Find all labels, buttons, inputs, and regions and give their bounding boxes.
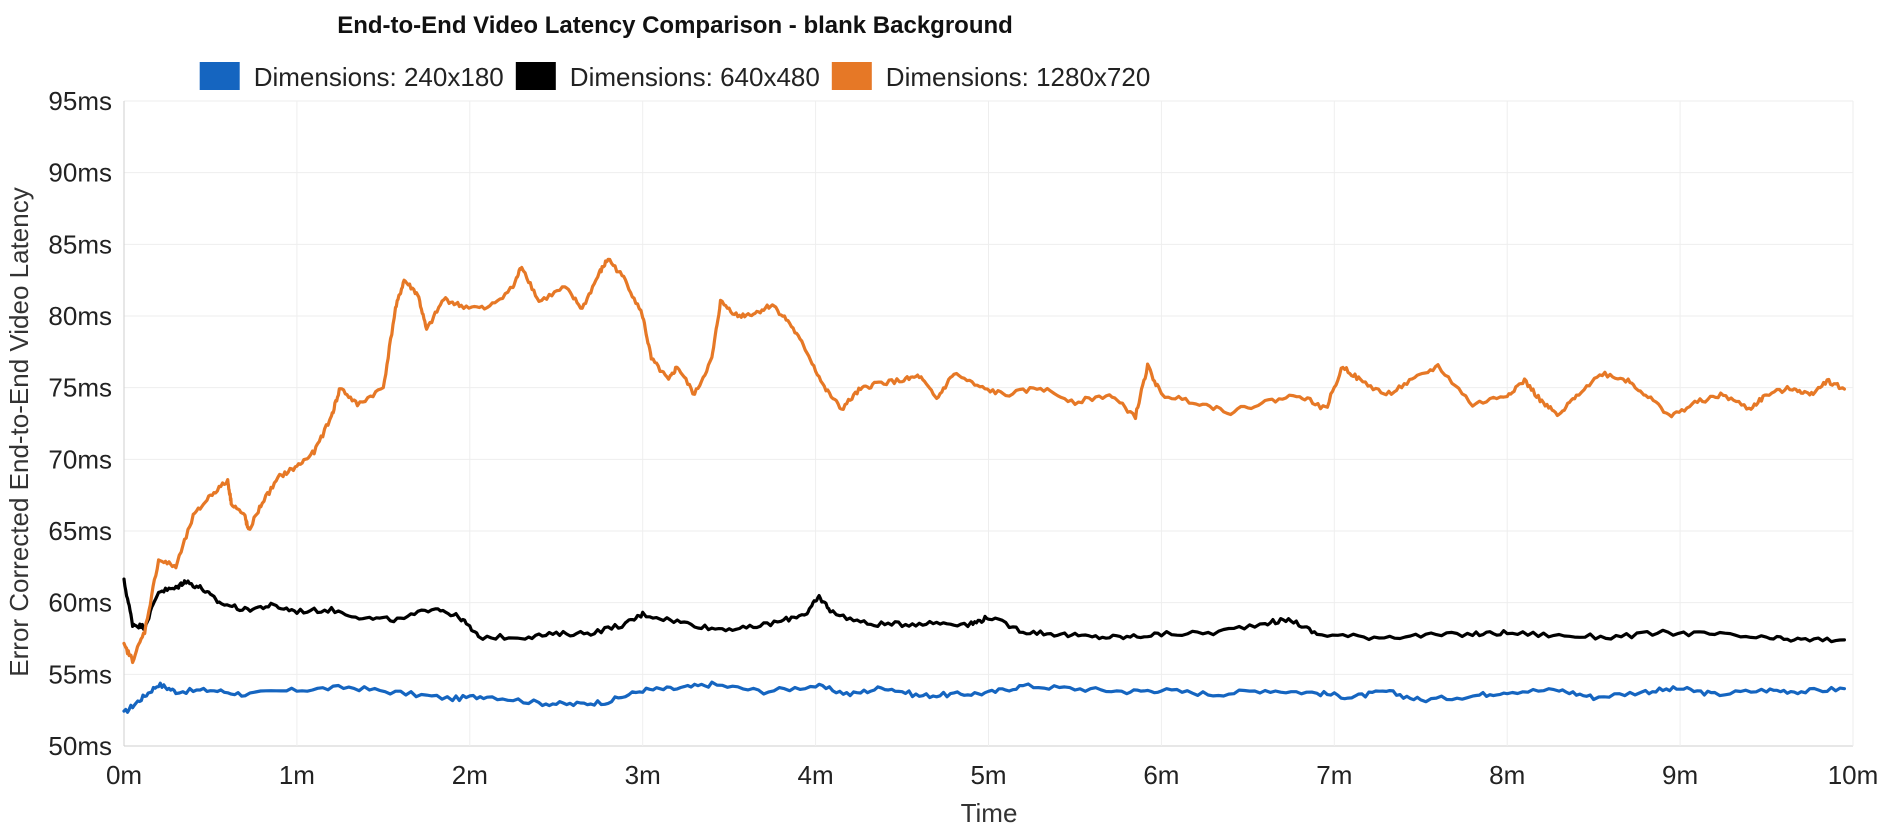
legend-label: Dimensions: 640x480 [570, 62, 820, 92]
legend-item-1[interactable]: Dimensions: 240x180 [199, 62, 504, 92]
x-tick-label: 3m [625, 760, 661, 790]
x-tick-label: 5m [970, 760, 1006, 790]
grid [123, 100, 1854, 747]
x-tick-label: 4m [798, 760, 834, 790]
x-tick-label: 0m [106, 760, 142, 790]
y-tick-label: 55ms [48, 659, 112, 689]
y-axis-title: Error Corrected End-to-End Video Latency [4, 187, 34, 676]
x-axis-ticks: 0m 1m 2m 3m 4m 5m 6m 7m 8m 9m 10m [106, 760, 1878, 790]
y-tick-label: 90ms [48, 158, 112, 188]
y-tick-label: 85ms [48, 229, 112, 259]
legend-label: Dimensions: 240x180 [254, 62, 504, 92]
legend-label: Dimensions: 1280x720 [886, 62, 1151, 92]
legend-swatch [831, 62, 872, 90]
x-tick-label: 7m [1316, 760, 1352, 790]
series-line-3 [122, 257, 1847, 665]
y-tick-label: 80ms [48, 301, 112, 331]
y-tick-label: 70ms [48, 444, 112, 474]
series-line-2 [122, 577, 1847, 644]
series-group [122, 257, 1847, 714]
legend-item-3[interactable]: Dimensions: 1280x720 [831, 62, 1151, 92]
y-tick-label: 60ms [48, 588, 112, 618]
chart-title: End-to-End Video Latency Comparison - bl… [337, 12, 1013, 39]
y-tick-label: 65ms [48, 516, 112, 546]
y-tick-label: 75ms [48, 373, 112, 403]
x-tick-label: 2m [452, 760, 488, 790]
x-tick-label: 9m [1662, 760, 1698, 790]
y-tick-label: 50ms [48, 731, 112, 761]
y-tick-label: 95ms [48, 86, 112, 116]
legend-item-2[interactable]: Dimensions: 640x480 [515, 62, 820, 92]
x-tick-label: 1m [279, 760, 315, 790]
legend-swatch [515, 62, 556, 90]
x-axis-title: Time [961, 798, 1018, 828]
series-line-1 [122, 680, 1847, 714]
x-tick-label: 10m [1828, 760, 1879, 790]
legend: Dimensions: 240x180 Dimensions: 640x480 Di… [199, 62, 1151, 92]
x-tick-label: 6m [1143, 760, 1179, 790]
y-axis-ticks: 50ms 55ms 60ms 65ms 70ms 75ms 80ms 85ms 90ms 95ms [48, 86, 112, 761]
legend-swatch [199, 62, 240, 90]
x-tick-label: 8m [1489, 760, 1525, 790]
